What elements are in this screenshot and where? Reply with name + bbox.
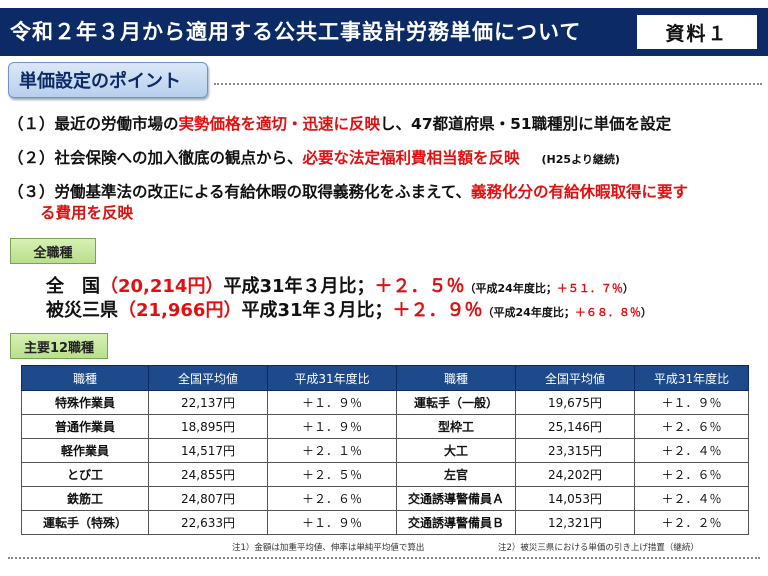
- average-wage: 12,321円: [515, 510, 635, 535]
- disaster-comparison: 平成31年３月比；: [241, 300, 393, 321]
- disaster-line: 被災三県（21,966円）平成31年３月比；＋２．９％（平成24年度比；＋６８．…: [46, 296, 652, 322]
- table-header-row: 職種 全国平均値 平成31年度比 職種 全国平均値 平成31年度比: [21, 365, 749, 391]
- average-wage: 24,855円: [148, 462, 268, 487]
- col-header-ratio: 平成31年度比: [634, 365, 749, 391]
- point-3-highlight-line1: 義務化分の有給休暇取得に要す: [471, 183, 689, 201]
- job-name: 大工: [396, 438, 516, 463]
- average-wage: 19,675円: [515, 390, 635, 415]
- average-wage: 25,146円: [515, 414, 635, 439]
- average-wage: 18,895円: [148, 414, 268, 439]
- table-row: 普通作業員 18,895円 ＋１．９％ 型枠工 25,146円 ＋２．６％: [21, 414, 749, 439]
- change-ratio: ＋１．９％: [267, 390, 397, 415]
- disaster-note: （平成24年度比；＋６８．８％）: [482, 306, 652, 319]
- title-bar: 令和２年３月から適用する公共工事設計労務単価について 資料１: [0, 8, 768, 56]
- point-2-prefix: （２）社会保険への加入徹底の観点から、: [8, 149, 303, 167]
- point-1: （１）最近の労働市場の実勢価格を適切・迅速に反映し、47都道府県・51職種別に単…: [8, 112, 671, 134]
- change-ratio: ＋２．１％: [267, 438, 397, 463]
- point-1-prefix: （１）最近の労働市場の: [8, 115, 179, 133]
- col-header-job: 職種: [396, 365, 516, 391]
- job-name: とび工: [21, 462, 149, 487]
- national-name: 全 国: [46, 276, 100, 297]
- bottom-divider: [8, 557, 760, 559]
- change-ratio: ＋２．６％: [267, 486, 397, 511]
- disaster-name: 被災三県: [46, 300, 118, 321]
- job-name: 軽作業員: [21, 438, 149, 463]
- change-ratio: ＋１．９％: [267, 510, 397, 535]
- average-wage: 24,202円: [515, 462, 635, 487]
- job-name: 特殊作業員: [21, 390, 149, 415]
- job-name: 左官: [396, 462, 516, 487]
- section-heading-points: 単価設定のポイント: [8, 62, 208, 98]
- change-ratio: ＋２．６％: [634, 462, 749, 487]
- job-name: 普通作業員: [21, 414, 149, 439]
- point-2: （２）社会保険への加入徹底の観点から、必要な法定福利費相当額を反映 (H25より継…: [8, 146, 620, 168]
- job-name: 交通誘導警備員Ｂ: [396, 510, 516, 535]
- point-2-highlight: 必要な法定福利費相当額を反映: [302, 149, 520, 167]
- change-ratio: ＋２．４％: [634, 438, 749, 463]
- average-wage: 14,053円: [515, 486, 635, 511]
- point-2-note: (H25より継続): [541, 153, 620, 166]
- table-row: とび工 24,855円 ＋２．５％ 左官 24,202円 ＋２．６％: [21, 462, 749, 487]
- footnote-2: 注2）被災三県における単価の引き上げ措置（継続）: [498, 543, 699, 553]
- col-header-ratio: 平成31年度比: [267, 365, 397, 391]
- job-name: 運転手（一般）: [396, 390, 516, 415]
- job-name: 鉄筋工: [21, 486, 149, 511]
- average-wage: 22,633円: [148, 510, 268, 535]
- point-1-highlight: 実勢価格を適切・迅速に反映: [178, 115, 381, 133]
- major-jobs-table: 職種 全国平均値 平成31年度比 職種 全国平均値 平成31年度比 特殊作業員 …: [21, 365, 749, 535]
- table-row: 鉄筋工 24,807円 ＋２．６％ 交通誘導警備員Ａ 14,053円 ＋２．４％: [21, 486, 749, 511]
- job-name: 型枠工: [396, 414, 516, 439]
- job-name: 交通誘導警備員Ａ: [396, 486, 516, 511]
- point-1-suffix: し、47都道府県・51職種別に単価を設定: [380, 115, 672, 133]
- section-divider: [214, 83, 762, 85]
- change-ratio: ＋２．４％: [634, 486, 749, 511]
- average-wage: 22,137円: [148, 390, 268, 415]
- table-row: 運転手（特殊） 22,633円 ＋１．９％ 交通誘導警備員Ｂ 12,321円 ＋…: [21, 510, 749, 535]
- national-comparison: 平成31年３月比；: [223, 276, 375, 297]
- major-jobs-tag: 主要12職種: [10, 333, 108, 359]
- reference-label: 資料１: [636, 14, 758, 50]
- change-ratio: ＋２．２％: [634, 510, 749, 535]
- col-header-job: 職種: [21, 365, 149, 391]
- average-wage: 14,517円: [148, 438, 268, 463]
- national-change: ＋２．５％: [374, 276, 465, 297]
- col-header-average: 全国平均値: [515, 365, 635, 391]
- point-3-prefix: （３）労働基準法の改正による有給休暇の取得義務化をふまえて、: [8, 183, 471, 201]
- average-wage: 24,807円: [148, 486, 268, 511]
- table-row: 特殊作業員 22,137円 ＋１．９％ 運転手（一般） 19,675円 ＋１．９…: [21, 390, 749, 415]
- all-jobs-tag: 全職種: [10, 238, 96, 264]
- footnote-1: 注1）金額は加重平均値、伸率は単純平均値で算出: [232, 543, 425, 553]
- average-wage: 23,315円: [515, 438, 635, 463]
- page-title: 令和２年３月から適用する公共工事設計労務単価について: [10, 20, 582, 44]
- job-name: 運転手（特殊）: [21, 510, 149, 535]
- change-ratio: ＋１．９％: [267, 414, 397, 439]
- col-header-average: 全国平均値: [148, 365, 268, 391]
- point-3: （３）労働基準法の改正による有給休暇の取得義務化をふまえて、義務化分の有給休暇取…: [8, 180, 688, 202]
- national-value: （20,214円）: [100, 276, 224, 297]
- national-note: （平成24年度比；＋５１．７％）: [464, 282, 634, 295]
- disaster-value: （21,966円）: [118, 300, 242, 321]
- disaster-change: ＋２．９％: [392, 300, 483, 321]
- point-3-continued: る費用を反映: [40, 204, 134, 222]
- change-ratio: ＋２．５％: [267, 462, 397, 487]
- table-row: 軽作業員 14,517円 ＋２．１％ 大工 23,315円 ＋２．４％: [21, 438, 749, 463]
- change-ratio: ＋１．９％: [634, 390, 749, 415]
- change-ratio: ＋２．６％: [634, 414, 749, 439]
- national-line: 全 国（20,214円）平成31年３月比；＋２．５％（平成24年度比；＋５１．７…: [46, 272, 634, 298]
